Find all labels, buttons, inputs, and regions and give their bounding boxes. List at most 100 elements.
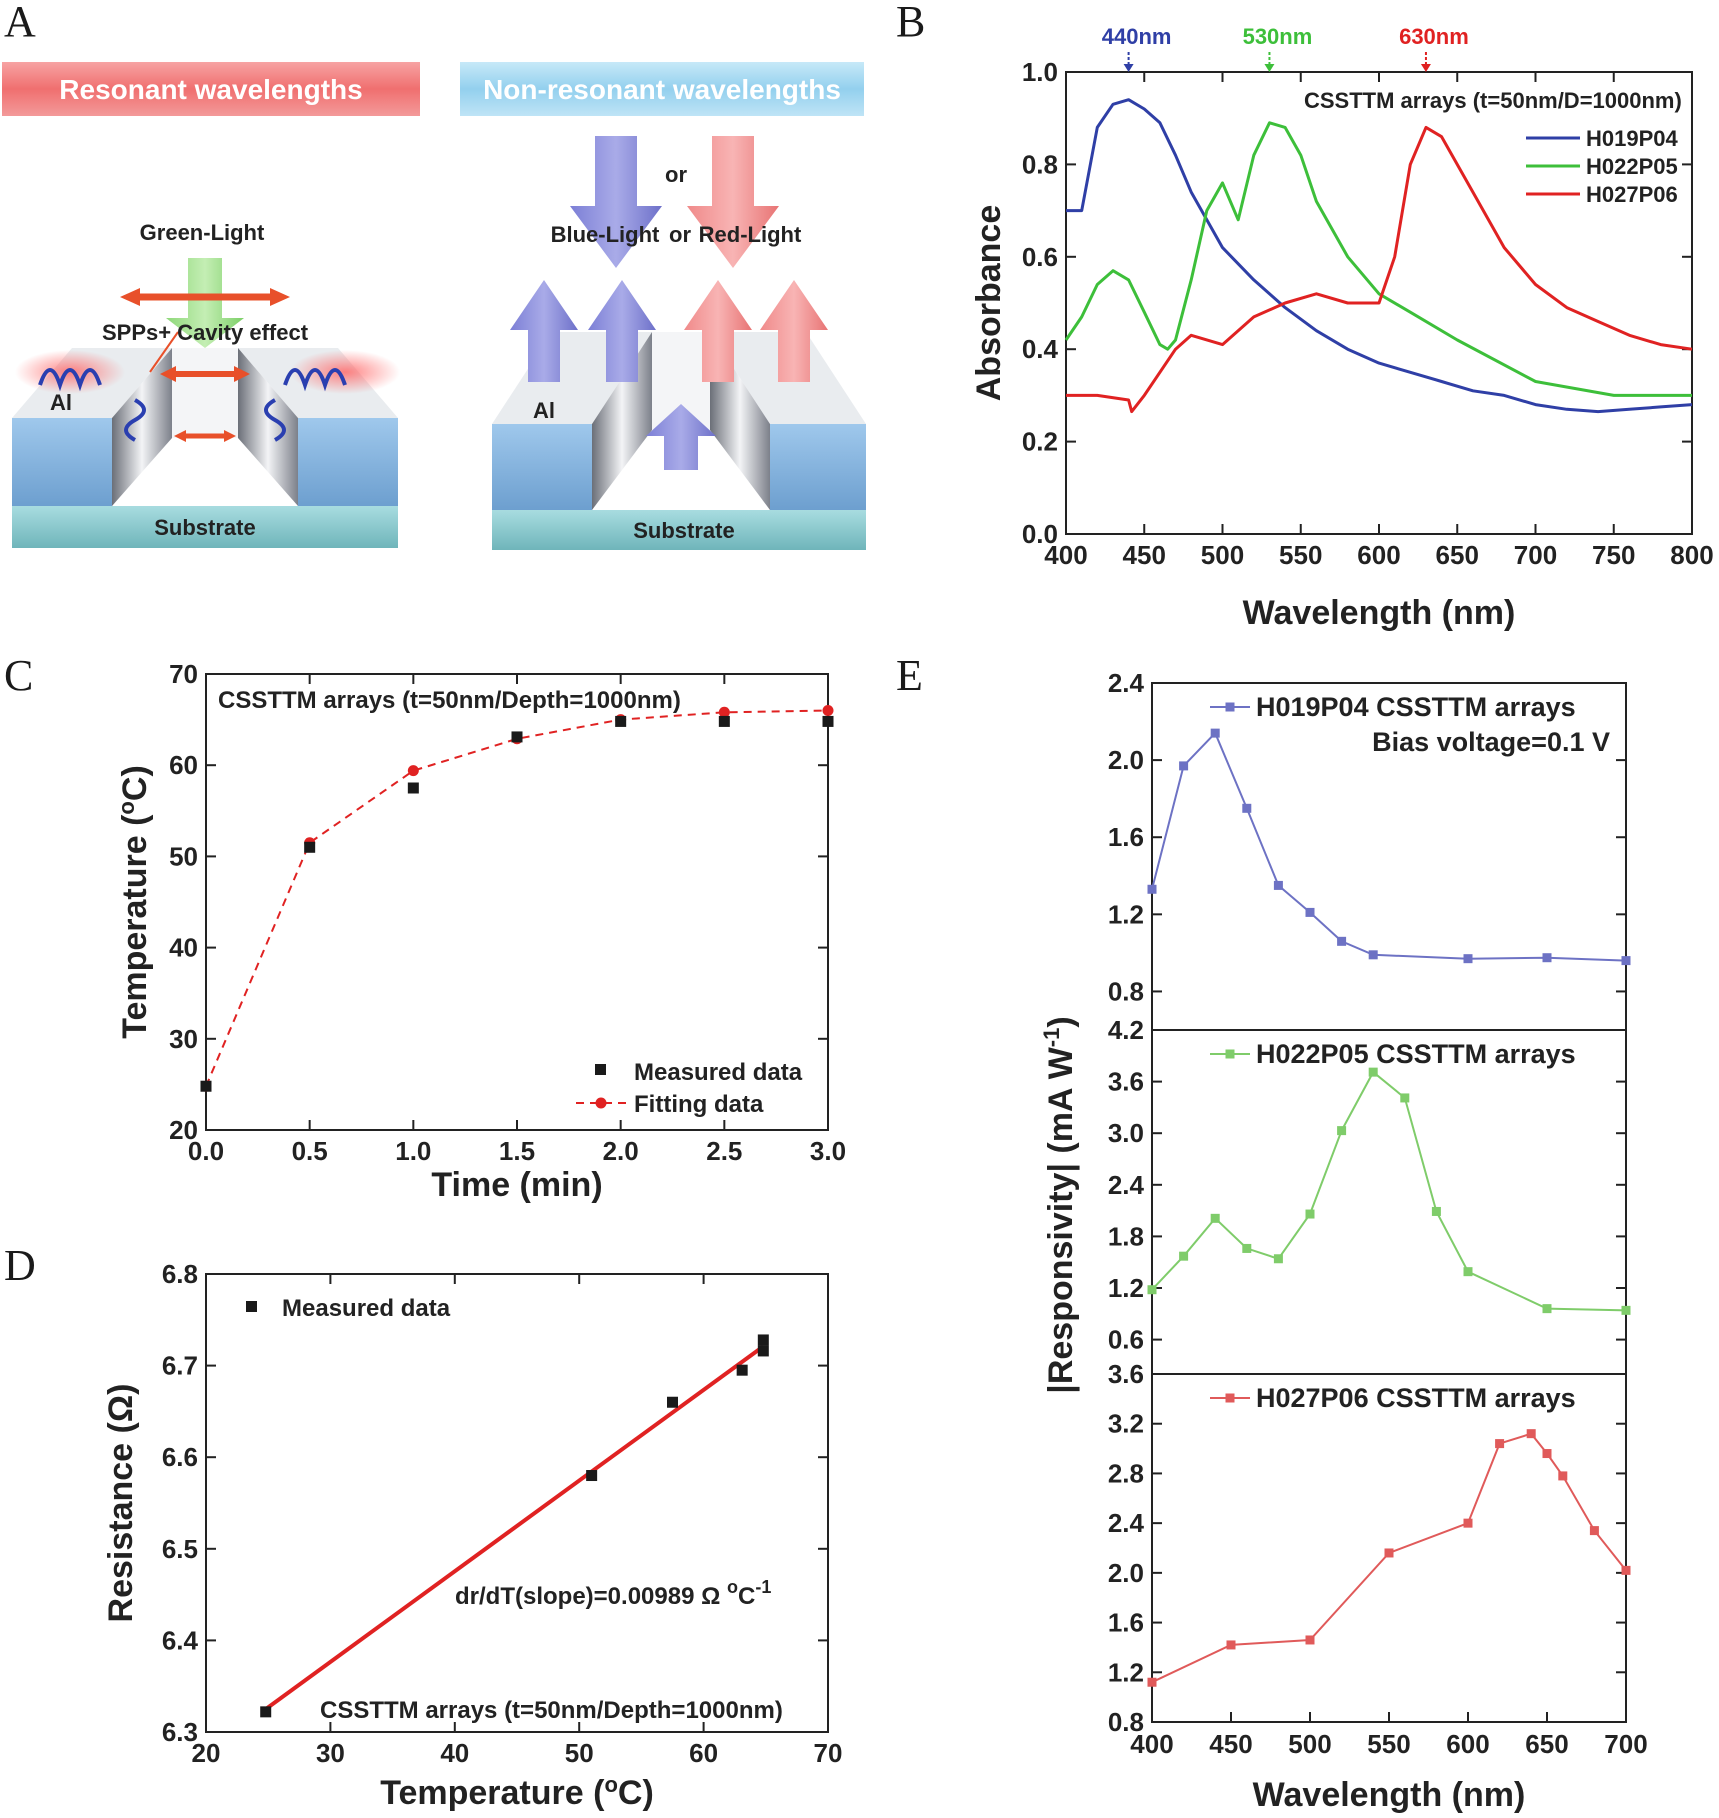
responsivity-sub2-data-point (1337, 1126, 1347, 1136)
green-light-label: Green-Light (140, 220, 265, 245)
fitting-data-point (822, 704, 834, 716)
measured-data-point (511, 731, 523, 743)
responsivity-sub2-data-point (1179, 1251, 1189, 1261)
panel-d: D 20 30 40 50 60 70 6.3 6.4 6.5 6.6 6.7 6.8 Measured… (4, 1241, 842, 1812)
responsivity-sub1-y-tick-label: 0.8 (1108, 976, 1144, 1006)
measured-data-point (822, 715, 834, 727)
responsivity-sub3-data-point (1542, 1449, 1552, 1459)
blue-light-label: Blue-Light (551, 222, 660, 247)
nonresonant-banner-bg (460, 62, 864, 116)
fitting-data-point (407, 765, 419, 777)
wavelength-marker-label: 530nm (1243, 24, 1313, 49)
responsivity-sub2-legend-label: H022P05 CSSTTM arrays (1256, 1039, 1576, 1069)
substrate-right-block-1 (492, 424, 592, 510)
temperature-x-tick-label: 3.0 (810, 1136, 846, 1166)
chart-resistance-temperature: 20 30 40 50 60 70 6.3 6.4 6.5 6.6 6.7 6.8 Measured d… (102, 1259, 842, 1812)
panel-e: E 0.8 1.2 1.6 2.0 2.4 H019P04 CSSTTM arrays Bi… (896, 651, 1648, 1814)
al-wall-left-1 (112, 348, 172, 506)
responsivity-sub2-data-point (1210, 1213, 1220, 1223)
responsivity-sub2-y-tick-label: 1.8 (1108, 1221, 1144, 1251)
responsivity-sub3-y-tick-label: 0.8 (1108, 1707, 1144, 1737)
responsivity-y-label-end: ) (1042, 1016, 1080, 1027)
cavity-wave-right (264, 398, 286, 442)
responsivity-sub2-data-point (1621, 1305, 1631, 1315)
temperature-x-tick-label: 0.5 (292, 1136, 328, 1166)
absorbance-title: CSSTTM arrays (t=50nm/D=1000nm) (1304, 88, 1682, 113)
panel-letter-b: B (896, 0, 925, 46)
responsivity-sub2-data-point (1305, 1209, 1315, 1219)
responsivity-sub3-y-tick-label: 2.4 (1108, 1508, 1145, 1538)
chart-temperature-time: 0.0 0.5 1.0 1.5 2.0 2.5 3.0 20 30 40 50 60 70 CSSTTM … (114, 659, 846, 1204)
legend-label-h019p04: H019P04 (1586, 126, 1679, 151)
responsivity-sub3-data-point (1589, 1526, 1599, 1536)
responsivity-sub2-y-tick-label: 1.2 (1108, 1273, 1144, 1303)
substrate-label-right: Substrate (633, 518, 734, 543)
responsivity-x-axis-label: Wavelength (nm) (1253, 1776, 1526, 1814)
resonant-banner-bg (2, 62, 420, 116)
resistance-data-point (586, 1470, 598, 1482)
responsivity-sub1-y-tick-label: 1.6 (1108, 822, 1144, 852)
legend-label-fitting: Fitting data (634, 1091, 764, 1118)
responsivity-sub1-data-point (1147, 884, 1157, 894)
fitting-data-line (205, 709, 829, 1087)
resistance-y-tick-label: 6.6 (162, 1442, 198, 1472)
absorbance-series-h019p04 (1066, 98, 1693, 414)
temperature-y-tick-label: 70 (169, 659, 198, 689)
resistance-x-tick-label: 60 (689, 1738, 718, 1768)
spp-cavity-label: SPPs+ Cavity effect (102, 320, 309, 345)
substrate-left-block-2 (298, 418, 398, 506)
temperature-y-axis-label: Temperature (oC) (114, 765, 154, 1039)
responsivity-sub3-data-point (1226, 1640, 1236, 1650)
responsivity-sub2-y-tick-label: 0.6 (1108, 1325, 1144, 1355)
legend-label-measured-d: Measured data (282, 1295, 451, 1322)
responsivity-y-label-main: |Responsivity| (mA W (1042, 1046, 1080, 1393)
wavelength-marker-label: 630nm (1399, 24, 1469, 49)
responsivity-sub2-data-point (1463, 1267, 1473, 1277)
temperature-x-tick-label: 1.5 (499, 1136, 535, 1166)
resistance-title: CSSTTM arrays (t=50nm/Depth=1000nm) (320, 1697, 783, 1724)
green-light-arrow (166, 258, 244, 348)
responsivity-sub3-data-point (1621, 1565, 1631, 1575)
substrate-label-left: Substrate (154, 515, 255, 540)
absorbance-x-tick-label: 650 (1436, 540, 1479, 570)
absorbance-x-tick-label: 450 (1123, 540, 1166, 570)
panel-letter-e: E (896, 651, 923, 700)
resistance-data-point (757, 1334, 769, 1346)
panel-c: C 0.0 0.5 1.0 1.5 2.0 2.5 3.0 20 30 40 50 60 70 CSSTT… (4, 651, 846, 1204)
panel-letter-a: A (4, 0, 36, 46)
x-label-degree: o (604, 1772, 617, 1797)
legend-swatch-fitting-dot (595, 1097, 607, 1109)
resistance-x-tick-label: 40 (440, 1738, 469, 1768)
resistance-y-tick-label: 6.4 (162, 1625, 199, 1655)
red-reflect-arrow-2 (760, 280, 828, 382)
resonant-structure: Green-Light SPPs+ Cavity effect Al Subst… (12, 220, 400, 548)
measured-data-point (200, 1080, 212, 1092)
field-arrows (120, 288, 290, 442)
substrate-left-block-1 (12, 418, 112, 506)
responsivity-x-tick-label: 550 (1367, 1729, 1410, 1759)
x-label-main: Temperature ( (380, 1774, 605, 1812)
blue-reflect-arrow-1 (510, 280, 578, 382)
cavity-right (652, 332, 710, 430)
responsivity-sub3-y-tick-label: 2.8 (1108, 1458, 1144, 1488)
resistance-y-tick-label: 6.8 (162, 1259, 198, 1289)
panel-a: A Resonant wavelengths Non-resonant wave… (2, 0, 866, 550)
chart-absorbance: 400 450 500 550 600 650 700 750 800 0.0 0.2 0.4 0.6 0… (970, 24, 1714, 632)
absorbance-series-h022p05 (1064, 121, 1692, 397)
panel-letter-c: C (4, 651, 33, 700)
legend-swatch-measured (595, 1064, 606, 1075)
wavelength-marker-arrow (1420, 64, 1431, 72)
resistance-x-tick-label: 50 (565, 1738, 594, 1768)
spp-glow-right (290, 350, 400, 394)
absorbance-x-tick-label: 700 (1514, 540, 1557, 570)
responsivity-sub1-data-point (1542, 953, 1552, 963)
responsivity-sub2-line (1151, 1070, 1627, 1312)
responsivity-x-tick-label: 700 (1604, 1729, 1647, 1759)
red-light-label: Red-Light (699, 222, 802, 247)
absorbance-y-axis-label: Absorbance (970, 205, 1008, 402)
legend-swatch-measured-d (246, 1301, 257, 1312)
responsivity-sub1-data-point (1621, 956, 1631, 966)
blue-reflect-arrow-2 (588, 280, 656, 382)
legend-label-h022p05: H022P05 (1586, 154, 1678, 179)
responsivity-sub1-data-point (1368, 950, 1378, 960)
